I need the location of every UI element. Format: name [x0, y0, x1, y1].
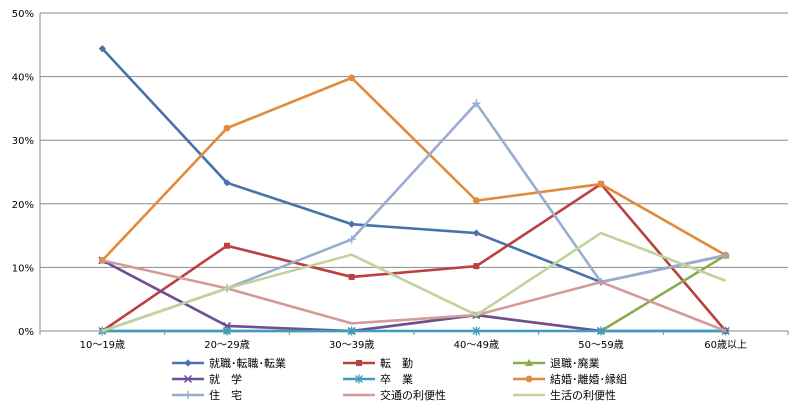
legend-label: 生活の利便性 [550, 388, 616, 402]
data-point [721, 251, 730, 260]
data-point [472, 326, 481, 336]
x-tick-label: 50～59歳 [578, 339, 623, 351]
axes: 0% 10% 20% 30% 40% 50% 10～19歳 20～29歳 30～39歳 40～49… [12, 9, 789, 351]
legend-label: 就 学 [209, 372, 242, 386]
series-line [101, 76, 727, 262]
y-tick-label: 50% [12, 9, 34, 20]
legend-label: 結婚･離婚･縁組 [550, 372, 627, 386]
data-point [597, 180, 605, 188]
legend-marker [183, 374, 193, 384]
legend-entry: 卒 業 [343, 372, 413, 386]
legend-marker [184, 359, 192, 367]
y-tick-label: 30% [12, 136, 34, 147]
y-tick-label: 40% [12, 73, 34, 84]
legend-entry: 就職･転職･転業 [172, 356, 286, 370]
series-line [102, 259, 727, 333]
legend-marker [525, 359, 533, 366]
series-line [101, 182, 727, 333]
legend-marker [355, 374, 363, 384]
legend-marker [184, 391, 192, 399]
legend-marker [525, 375, 533, 383]
x-tick-label: 30～39歳 [329, 339, 374, 351]
legend-entry: 退職･廃業 [513, 356, 600, 370]
data-point [347, 326, 356, 336]
series-layer [98, 45, 730, 336]
data-point [223, 124, 231, 132]
x-tick-label: 60歳以上 [704, 339, 747, 351]
data-point [348, 273, 355, 280]
series-6 [98, 74, 730, 264]
data-point [98, 45, 106, 53]
data-point [472, 197, 480, 205]
series-3 [98, 251, 730, 334]
legend-label: 転 勤 [380, 357, 413, 370]
data-point [223, 179, 231, 187]
legend-marker [356, 360, 362, 366]
series-line [101, 47, 726, 284]
legend-label: 交通の利便性 [380, 388, 446, 402]
data-point [473, 263, 480, 270]
legend-label: 住 宅 [209, 388, 242, 402]
legend-entry: 住 宅 [172, 388, 242, 402]
y-tick-label: 10% [12, 263, 34, 274]
data-point [597, 326, 605, 336]
data-point [224, 242, 230, 249]
legend-label: 卒 業 [380, 372, 413, 386]
data-point [721, 326, 730, 336]
legend-label: 退職･廃業 [550, 356, 600, 370]
legend-entry: 交通の利便性 [343, 388, 446, 402]
legend-entry: 就 学 [172, 372, 242, 386]
legend-entry: 結婚･離婚･縁組 [513, 372, 627, 386]
x-tick-label: 40～49歳 [454, 339, 499, 351]
legend: 就職･転職･転業 転 勤 退職･廃業就 学 卒 業 結婚･離婚･縁組住 宅 交通の利便性 生… [172, 356, 627, 402]
y-tick-label: 0% [18, 327, 34, 338]
series-8 [102, 259, 727, 333]
data-point [472, 229, 480, 237]
data-point [472, 99, 481, 108]
legend-entry: 生活の利便性 [513, 388, 616, 402]
series-9 [101, 231, 727, 333]
x-tick-label: 10～19歳 [80, 339, 125, 351]
data-point [347, 235, 356, 244]
x-tick-label: 20～29歳 [204, 339, 249, 351]
data-point [223, 326, 231, 336]
y-tick-label: 20% [12, 200, 34, 211]
data-point [348, 74, 356, 82]
series-line [101, 231, 727, 333]
legend-label: 就職･転職･転業 [209, 356, 286, 370]
legend-entry: 転 勤 [343, 357, 413, 370]
data-point [348, 220, 356, 228]
